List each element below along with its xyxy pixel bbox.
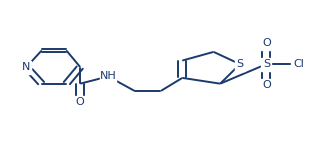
Text: NH: NH bbox=[100, 71, 117, 81]
Bar bbox=[75, 96, 85, 109]
Bar bbox=[100, 70, 116, 83]
Text: O: O bbox=[262, 80, 271, 90]
Bar bbox=[21, 61, 31, 74]
Bar bbox=[261, 79, 271, 92]
Text: O: O bbox=[76, 98, 84, 107]
Bar bbox=[261, 58, 271, 71]
Text: S: S bbox=[263, 59, 270, 69]
Text: Cl: Cl bbox=[294, 59, 305, 69]
Bar bbox=[235, 58, 245, 71]
Text: S: S bbox=[237, 59, 244, 69]
Bar bbox=[291, 58, 307, 71]
Text: N: N bbox=[22, 62, 31, 72]
Text: O: O bbox=[262, 38, 271, 48]
Bar bbox=[261, 37, 271, 50]
